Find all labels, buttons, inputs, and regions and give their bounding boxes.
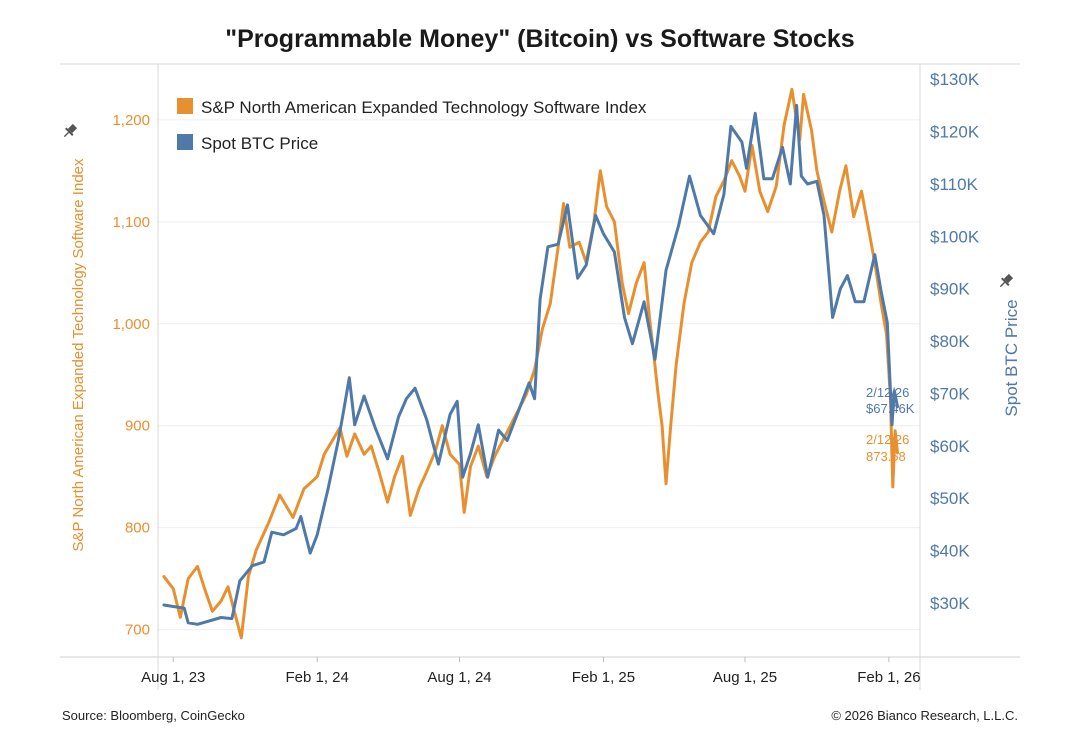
end-label-btc-value: $67.46K bbox=[866, 401, 915, 416]
left-tick-label: 800 bbox=[125, 520, 150, 537]
legend: S&P North American Expanded Technology S… bbox=[177, 98, 647, 153]
right-tick-label: $40K bbox=[930, 542, 970, 561]
legend-swatch-btc bbox=[177, 134, 193, 150]
right-axis-ticks: $30K $40K $50K $60K $70K $80K $90K $100K $110K $1… bbox=[930, 70, 980, 613]
right-tick-label: $100K bbox=[930, 227, 980, 246]
right-tick-label: $30K bbox=[930, 594, 970, 613]
x-tick-label: Aug 1, 25 bbox=[713, 669, 777, 686]
grid-lines bbox=[158, 119, 920, 631]
legend-swatch-software bbox=[177, 98, 193, 114]
pin-icon[interactable] bbox=[61, 123, 79, 141]
source-note: Source: Bloomberg, CoinGecko bbox=[62, 708, 245, 723]
left-axis-ticks: 700 800 900 1,000 1,100 1,200 bbox=[112, 112, 150, 639]
end-label-software-date: 2/12/26 bbox=[866, 432, 909, 447]
left-tick-label: 1,100 bbox=[112, 214, 150, 231]
left-tick-label: 1,000 bbox=[112, 316, 150, 333]
x-tick-label: Feb 1, 24 bbox=[285, 669, 348, 686]
end-label-btc-date: 2/12/26 bbox=[866, 385, 909, 400]
right-tick-label: $110K bbox=[930, 175, 979, 194]
end-label-software-value: 873.58 bbox=[866, 449, 906, 464]
left-tick-label: 1,200 bbox=[112, 112, 150, 129]
chart-title: "Programmable Money" (Bitcoin) vs Softwa… bbox=[225, 25, 854, 53]
right-tick-label: $90K bbox=[930, 280, 970, 299]
series-line-software-index bbox=[162, 87, 899, 640]
right-tick-label: $120K bbox=[930, 123, 980, 142]
legend-label-software: S&P North American Expanded Technology S… bbox=[201, 98, 647, 117]
pin-icon[interactable] bbox=[997, 273, 1015, 291]
copyright-note: © 2026 Bianco Research, L.L.C. bbox=[831, 708, 1018, 723]
right-tick-label: $130K bbox=[930, 70, 980, 89]
x-tick-label: Aug 1, 23 bbox=[141, 669, 205, 686]
x-tick-label: Aug 1, 24 bbox=[427, 669, 491, 686]
right-axis-label: Spot BTC Price bbox=[1002, 299, 1021, 416]
right-tick-label: $80K bbox=[930, 332, 970, 351]
left-tick-label: 700 bbox=[125, 622, 150, 639]
x-tick-label: Feb 1, 26 bbox=[857, 669, 920, 686]
legend-label-btc: Spot BTC Price bbox=[201, 134, 318, 153]
right-tick-label: $70K bbox=[930, 384, 970, 403]
x-tick-label: Feb 1, 25 bbox=[572, 669, 635, 686]
left-axis-label: S&P North American Expanded Technology S… bbox=[70, 158, 87, 552]
right-tick-label: $50K bbox=[930, 489, 970, 508]
x-axis-ticks: Aug 1, 23 Feb 1, 24 Aug 1, 24 Feb 1, 25 Aug … bbox=[141, 657, 921, 686]
series-line-btc bbox=[162, 103, 899, 626]
right-tick-label: $60K bbox=[930, 437, 970, 456]
left-tick-label: 900 bbox=[125, 418, 150, 435]
